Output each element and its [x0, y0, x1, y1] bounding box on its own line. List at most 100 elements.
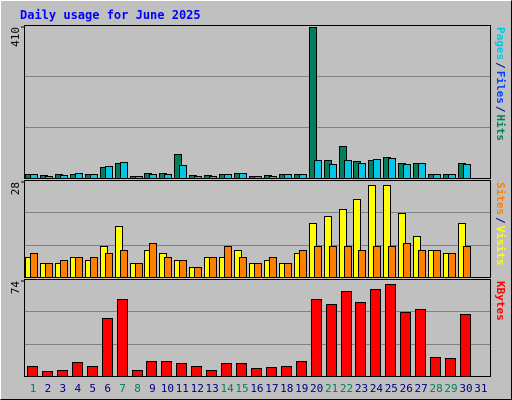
- x-tick-label: 16: [250, 382, 263, 395]
- bar: [388, 158, 396, 179]
- x-tick-label: 6: [104, 382, 111, 395]
- bar: [30, 253, 38, 278]
- x-tick-label: 11: [176, 382, 189, 395]
- bar: [90, 257, 98, 278]
- bar: [339, 209, 347, 278]
- x-tick-label: 8: [134, 382, 141, 395]
- bar: [209, 176, 217, 179]
- bar: [251, 368, 262, 377]
- bar: [311, 299, 322, 377]
- bar: [403, 243, 411, 278]
- bar: [269, 176, 277, 179]
- bar: [309, 27, 317, 179]
- y-tick-label: 74: [9, 281, 22, 295]
- x-tick-label: 15: [235, 382, 248, 395]
- bar: [299, 250, 307, 278]
- bar: [358, 250, 366, 278]
- bar: [60, 175, 68, 179]
- bar: [224, 174, 232, 179]
- legend-entry: Pages: [494, 27, 507, 60]
- bar: [329, 164, 337, 179]
- x-tick-label: 29: [444, 382, 457, 395]
- bar: [164, 174, 172, 179]
- bar: [368, 185, 376, 278]
- legend: Sites / Visits: [494, 182, 507, 266]
- x-tick-label: 18: [280, 382, 293, 395]
- bar: [463, 164, 471, 179]
- bar: [418, 250, 426, 278]
- bar: [314, 246, 322, 278]
- bar: [370, 289, 381, 377]
- bar: [463, 246, 471, 278]
- chart-title: Daily usage for June 2025: [20, 8, 201, 22]
- bar: [164, 257, 172, 278]
- x-tick-label: 25: [385, 382, 398, 395]
- bar: [176, 363, 187, 377]
- bar: [385, 284, 396, 377]
- bar: [132, 370, 143, 377]
- bar: [72, 362, 83, 377]
- bar: [281, 366, 292, 377]
- legend-separator: /: [494, 106, 507, 113]
- bar: [30, 174, 38, 179]
- bar: [161, 361, 172, 377]
- bar: [221, 363, 232, 377]
- x-tick-label: 23: [355, 382, 368, 395]
- bar: [314, 160, 322, 179]
- x-tick-label: 31: [474, 382, 487, 395]
- bar: [120, 250, 128, 278]
- legend: Pages / Files / Hits: [494, 27, 507, 141]
- bar: [209, 257, 217, 278]
- x-tick-label: 24: [370, 382, 384, 395]
- bar: [448, 253, 456, 278]
- x-tick-label: 9: [149, 382, 156, 395]
- y-tick-label: 410: [9, 27, 22, 47]
- x-tick-label: 10: [161, 382, 174, 395]
- legend-entry: Visits: [494, 226, 507, 266]
- x-tick-label: 5: [89, 382, 96, 395]
- bar: [239, 257, 247, 278]
- x-tick-label: 17: [265, 382, 278, 395]
- bar: [102, 318, 113, 377]
- x-tick-label: 22: [340, 382, 353, 395]
- bar: [194, 267, 202, 278]
- bar: [460, 314, 471, 377]
- x-tick-label: 2: [45, 382, 52, 395]
- bar: [239, 173, 247, 179]
- bar: [42, 371, 53, 377]
- bar: [358, 163, 366, 179]
- bar: [191, 366, 202, 377]
- bar: [135, 176, 143, 179]
- bar: [400, 312, 411, 377]
- bar: [433, 174, 441, 179]
- bar: [149, 243, 157, 278]
- bar: [448, 174, 456, 179]
- bar: [299, 174, 307, 179]
- bar: [344, 160, 352, 179]
- bar: [105, 253, 113, 278]
- bar: [254, 263, 262, 278]
- bar: [236, 363, 247, 377]
- legend-entry: Hits: [494, 115, 507, 142]
- bar: [418, 163, 426, 179]
- bar: [430, 357, 441, 377]
- bar: [344, 246, 352, 278]
- legend-entry: Files: [494, 71, 507, 104]
- legend: KBytes: [494, 281, 507, 321]
- bar: [269, 257, 277, 278]
- bar: [415, 309, 426, 377]
- y-tick-label: 28: [9, 182, 22, 195]
- bar: [445, 358, 456, 377]
- bar: [326, 304, 337, 377]
- bar: [224, 246, 232, 278]
- bar: [383, 185, 391, 278]
- bar: [179, 260, 187, 278]
- bar: [194, 176, 202, 179]
- bar: [353, 199, 361, 278]
- x-tick-label: 14: [220, 382, 234, 395]
- bar: [120, 162, 128, 179]
- bar: [373, 159, 381, 179]
- legend-separator: /: [494, 62, 507, 69]
